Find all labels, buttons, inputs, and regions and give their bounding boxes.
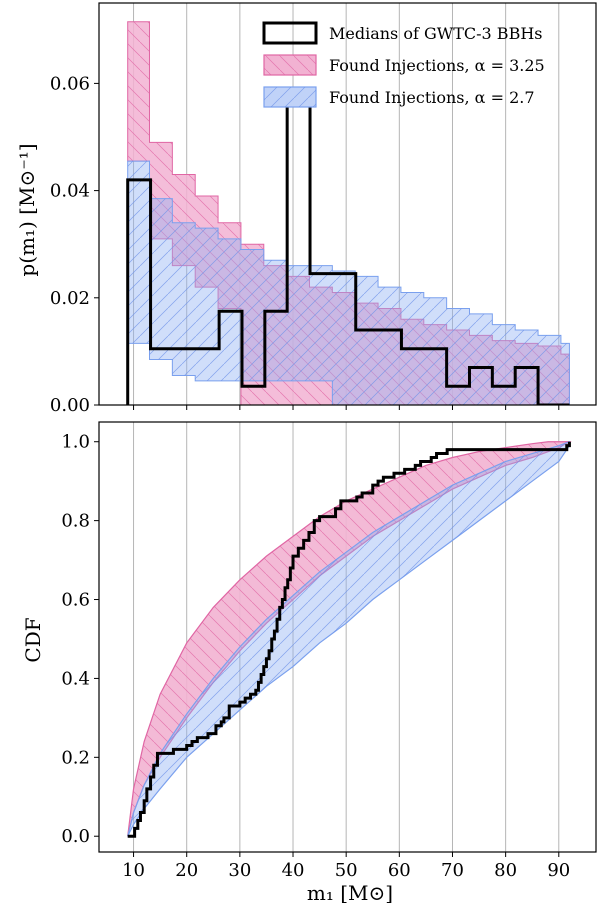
top-x-ticks: [133, 405, 560, 410]
top-step-gwtc3-medians: [126, 100, 570, 405]
bottom-y-ticks: 0.0 0.2 0.4 0.6 0.8 1.0: [61, 432, 99, 847]
top-y-axis-label: p(m₁) [M⊙⁻¹]: [15, 143, 39, 276]
bottom-x-ticks: 10 20 30 40 50 60 70 80 90: [122, 852, 570, 881]
top-ytick-label: 0.00: [50, 395, 90, 416]
bottom-xtick-label: 40: [282, 860, 305, 881]
legend-label-gwtc3: Medians of GWTC-3 BBHs: [329, 24, 542, 43]
top-y-ticks: 0.00 0.02 0.04 0.06: [50, 73, 99, 416]
bottom-band-alpha-3.25-hatch: [127, 441, 570, 837]
top-band-alpha-2.7-hatch: [127, 161, 570, 405]
bottom-ytick-label: 0.4: [61, 668, 90, 689]
legend-label-alpha-3.25: Found Injections, α = 3.25: [329, 56, 545, 75]
bottom-axes-frame: [98, 421, 597, 853]
bottom-xtick-label: 70: [441, 860, 464, 881]
top-ytick-label: 0.02: [50, 288, 90, 309]
legend: Medians of GWTC-3 BBHs Found Injections,…: [262, 21, 545, 108]
bottom-x-axis-label: m₁ [M⊙]: [307, 881, 393, 905]
bottom-xtick-label: 80: [494, 860, 517, 881]
bottom-ytick-label: 0.0: [61, 826, 90, 847]
bottom-ytick-label: 0.6: [61, 590, 90, 611]
top-ytick-label: 0.06: [50, 73, 90, 94]
bottom-band-alpha-2.7-hatch: [127, 441, 570, 837]
legend-label-alpha-2.7: Found Injections, α = 2.7: [329, 88, 535, 107]
bottom-xtick-label: 10: [122, 860, 145, 881]
top-panel: 0.00 0.02 0.04 0.06 p(m₁) [M⊙⁻¹] Medians of…: [15, 2, 597, 416]
bottom-xtick-label: 30: [228, 860, 251, 881]
bottom-panel: 0.0 0.2 0.4 0.6 0.8 1.0 10 20 30 40 50 60 70 80 90 CD…: [21, 421, 597, 905]
bottom-ytick-label: 0.8: [61, 511, 90, 532]
bottom-xtick-label: 20: [175, 860, 198, 881]
top-plot-area: [126, 21, 570, 405]
bottom-y-axis-label: CDF: [21, 617, 45, 662]
bottom-xtick-label: 50: [335, 860, 358, 881]
bottom-xtick-label: 60: [388, 860, 411, 881]
top-ytick-label: 0.04: [50, 181, 90, 202]
bottom-plot-area: [127, 440, 572, 838]
top-axes-frame: [98, 2, 597, 406]
bottom-ytick-label: 1.0: [61, 432, 90, 453]
legend-swatch-gwtc3: [262, 21, 318, 45]
bottom-ytick-label: 0.2: [61, 747, 90, 768]
bottom-step-gwtc3-cdf: [127, 441, 571, 838]
bottom-xtick-label: 90: [547, 860, 570, 881]
